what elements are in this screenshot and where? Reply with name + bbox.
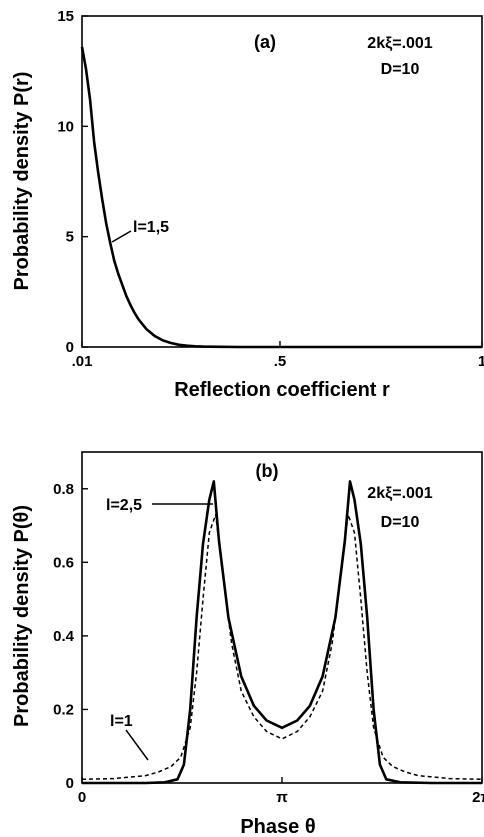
x-tick-label: 2π — [472, 789, 484, 806]
chart-b-x-ticks: 0 π 2π — [78, 777, 484, 806]
x-tick-label: 0 — [78, 789, 86, 806]
y-tick-label: 5 — [66, 229, 74, 246]
chart-a-lines — [80, 46, 482, 349]
chart-a-x-axis-label: Reflection coefficient r — [174, 379, 390, 401]
chart-b-series-label-2: l=1 — [110, 713, 133, 730]
chart-a-annotation-2: D=10 — [381, 61, 420, 78]
chart-b-series-label-leader-2 — [125, 729, 149, 761]
y-tick-label: 0 — [66, 775, 74, 792]
x-tick-label: π — [276, 789, 288, 806]
chart-a-series-label-leader — [111, 230, 132, 243]
chart-b: 0 π 2π 0 0.2 0.4 0.6 0.8 (b) 2kξ=.001 D=10 l=2… — [11, 451, 484, 837]
chart-a-panel-label: (a) — [254, 32, 276, 52]
series-line-1 — [82, 480, 482, 785]
chart-a: .01 .5 1 0 5 10 15 (a) 2kξ=.001 D=10 l=1,5 Re… — [11, 8, 484, 401]
chart-b-x-axis-label: Phase θ — [240, 816, 315, 837]
y-tick-label: 0.8 — [53, 481, 74, 498]
y-tick-label: 15 — [57, 8, 74, 25]
chart-b-y-axis-label: Probability density P(θ) — [11, 505, 33, 727]
y-tick-label: 0 — [66, 339, 74, 356]
series-line-1 — [80, 46, 482, 349]
chart-b-y-ticks: 0 0.2 0.4 0.6 0.8 — [53, 481, 88, 792]
series-line-2 — [81, 513, 483, 781]
x-tick-label: 1 — [478, 353, 484, 370]
chart-b-series-label-1: l=2,5 — [106, 497, 142, 514]
chart-a-x-ticks: .01 .5 1 — [72, 341, 484, 370]
chart-b-panel-label: (b) — [256, 461, 279, 481]
chart-a-y-axis-label: Probability density P(r) — [11, 72, 33, 291]
chart-a-annotation-1: 2kξ=.001 — [367, 35, 433, 52]
y-tick-label: 0.4 — [53, 628, 75, 645]
chart-b-lines — [81, 480, 483, 785]
chart-b-annotation-1: 2kξ=.001 — [367, 485, 433, 502]
chart-a-frame — [81, 15, 483, 348]
chart-b-annotation-2: D=10 — [381, 514, 420, 531]
x-tick-label: .01 — [72, 353, 93, 370]
y-tick-label: 10 — [57, 118, 74, 135]
y-tick-label: 0.2 — [53, 701, 74, 718]
chart-a-y-ticks: 0 5 10 15 — [57, 8, 88, 356]
x-tick-label: .5 — [274, 353, 287, 370]
y-tick-label: 0.6 — [53, 554, 74, 571]
chart-a-series-label: l=1,5 — [133, 219, 169, 236]
